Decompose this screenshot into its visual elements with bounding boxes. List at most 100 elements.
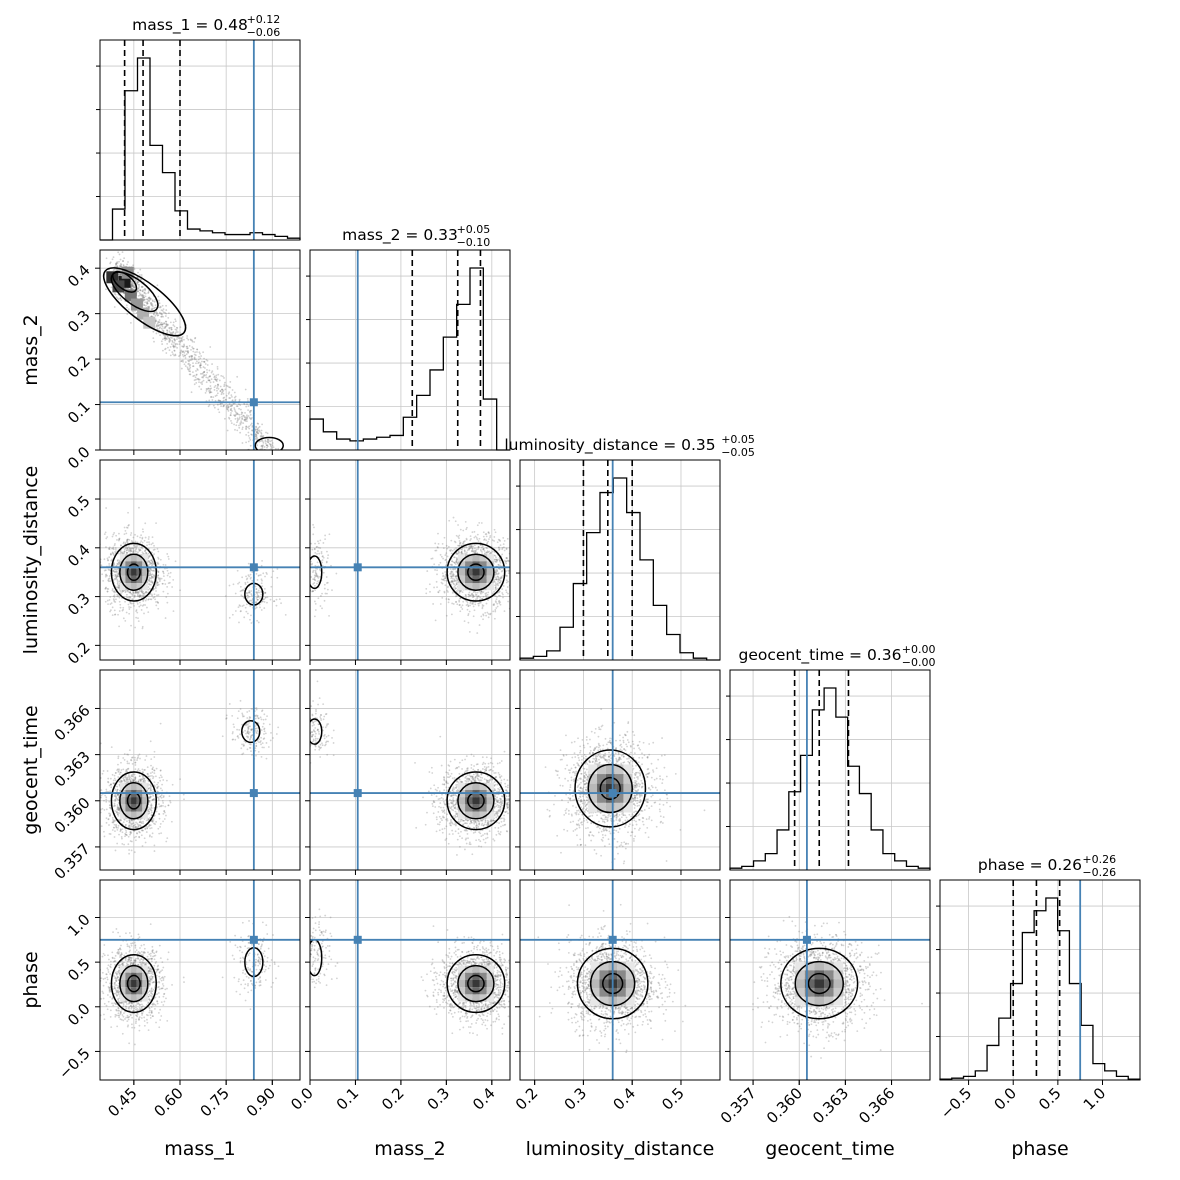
sample-point (450, 571, 452, 574)
sample-point (205, 374, 208, 376)
sample-point (127, 549, 130, 552)
sample-point (469, 539, 472, 542)
sample-point (244, 412, 246, 414)
sample-point (193, 353, 196, 356)
sample-point (476, 632, 479, 634)
sample-point (190, 339, 192, 341)
sample-point (494, 531, 497, 534)
sample-point (129, 549, 132, 552)
sample-point (241, 417, 244, 420)
sample-point (301, 577, 303, 579)
sample-point (225, 384, 228, 387)
sample-point (249, 417, 252, 420)
sample-point (117, 809, 120, 811)
sample-point (255, 591, 258, 594)
sample-point (220, 405, 222, 408)
sample-point (202, 375, 205, 378)
sample-point (138, 274, 141, 276)
sample-point (196, 369, 199, 371)
sample-point (137, 294, 140, 297)
sample-point (433, 563, 436, 566)
sample-point (152, 337, 155, 340)
sample-point (498, 602, 501, 605)
sample-point (474, 544, 476, 547)
sample-point (192, 347, 194, 350)
sample-point (302, 577, 304, 579)
sample-point (238, 403, 240, 406)
sample-point (160, 315, 163, 318)
sample-point (107, 603, 109, 606)
sample-point (205, 381, 208, 384)
sample-point (314, 603, 317, 605)
sample-point (113, 544, 116, 547)
sample-point (156, 312, 159, 315)
sample-point (215, 394, 218, 397)
sample-point (164, 335, 166, 338)
sample-point (492, 610, 495, 613)
sample-point (317, 546, 320, 549)
sample-point (325, 561, 328, 564)
sample-point (467, 612, 470, 615)
sample-point (117, 567, 120, 570)
sample-point (251, 571, 254, 574)
sample-point (515, 564, 517, 566)
sample-point (149, 740, 152, 743)
sample-point (151, 774, 153, 777)
sample-point (112, 569, 115, 572)
sample-point (155, 313, 158, 316)
sample-point (131, 282, 134, 285)
sample-point (98, 788, 100, 790)
sample-point (120, 835, 123, 838)
sample-point (463, 620, 466, 623)
sample-point (239, 605, 242, 607)
sample-point (464, 551, 466, 553)
sample-point (156, 786, 159, 789)
sample-point (153, 544, 155, 547)
sample-point (231, 410, 233, 412)
sample-point (115, 263, 118, 266)
sample-point (256, 598, 259, 601)
sample-point (468, 548, 471, 551)
sample-point (234, 395, 237, 398)
sample-point (162, 308, 165, 310)
sample-point (117, 586, 120, 589)
sample-point (477, 604, 480, 607)
sample-point (197, 378, 200, 381)
sample-point (260, 578, 263, 581)
sample-point (193, 379, 196, 382)
sample-point (471, 592, 473, 595)
sample-point (169, 339, 172, 342)
sample-point (248, 425, 251, 428)
sample-point (157, 583, 160, 586)
sample-point (105, 288, 107, 291)
sample-point (203, 360, 206, 363)
sample-point (438, 563, 440, 566)
sample-point (153, 553, 155, 555)
sample-point (511, 576, 513, 578)
sample-point (150, 564, 153, 567)
sample-point (144, 604, 147, 606)
sample-point (169, 575, 171, 578)
sample-point (459, 610, 462, 613)
sample-point (159, 577, 161, 580)
sample-point (134, 533, 136, 536)
sample-point (493, 590, 495, 593)
sample-point (310, 563, 313, 566)
sample-point (325, 576, 328, 578)
sample-point (235, 411, 237, 414)
sample-point (118, 273, 121, 276)
sample-point (153, 798, 155, 801)
sample-point (104, 587, 107, 590)
sample-point (126, 762, 129, 765)
sample-point (145, 298, 148, 301)
sample-point (453, 561, 456, 564)
sample-point (250, 614, 252, 617)
sample-point (201, 360, 203, 363)
sample-point (211, 363, 213, 365)
sample-point (305, 555, 307, 557)
sample-point (116, 562, 119, 565)
sample-point (156, 601, 159, 604)
sample-point (146, 302, 148, 305)
sample-point (314, 571, 317, 574)
sample-point (442, 557, 445, 560)
